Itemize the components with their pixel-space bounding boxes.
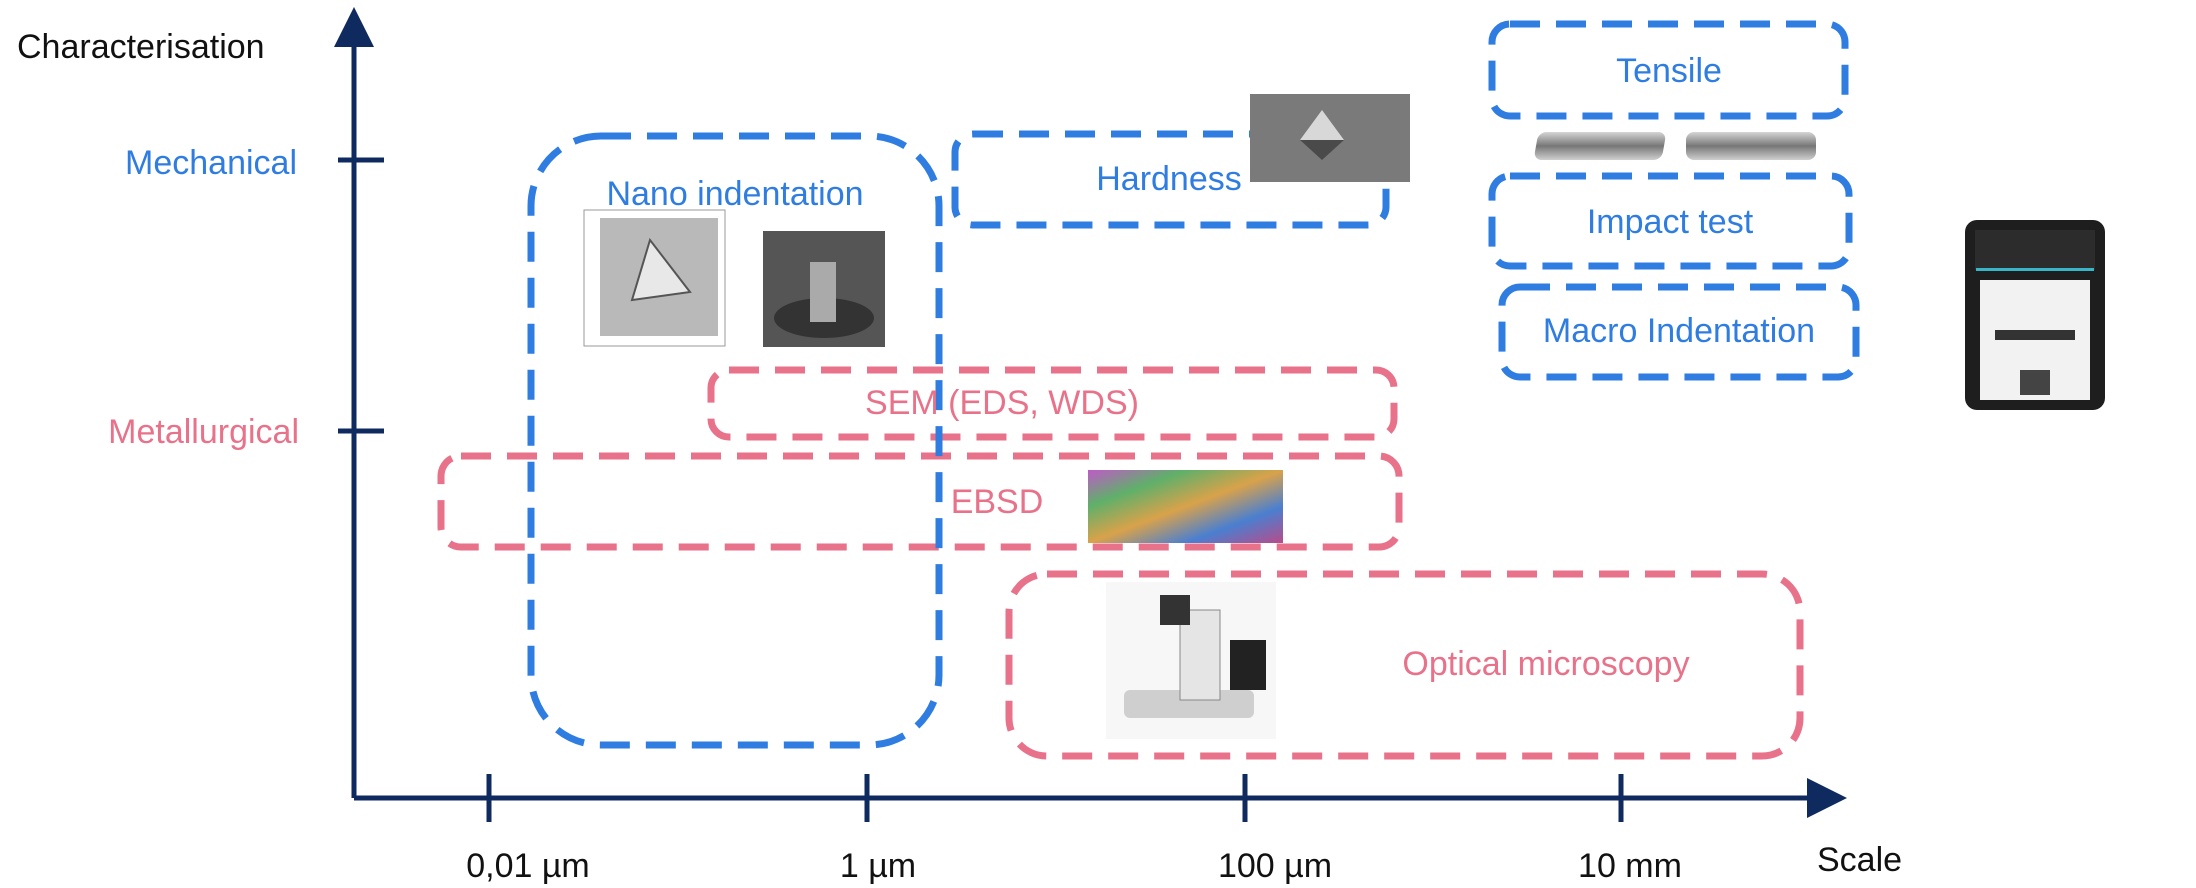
ebsd-image [1088,470,1283,543]
box-label: Impact test [1587,203,1754,241]
box-label: Hardness [1096,160,1242,198]
box-label: Macro Indentation [1543,312,1815,350]
y-axis-title: Characterisation [17,28,265,66]
test-machine-image [1965,220,2105,410]
box-label: Optical microscopy [1402,645,1689,683]
tensile-specimen-image [1534,132,1816,160]
pillar-image [763,231,885,347]
x-tick-label: 10 mm [1578,847,1682,885]
page: { "axes": { "y_title": "Characterisation… [0,0,2196,888]
y-category: Mechanical [125,144,297,182]
x-tick-label: 100 µm [1218,847,1332,885]
box-label: Tensile [1616,52,1722,90]
hardness-image [1250,94,1410,182]
x-axis-title: Scale [1817,841,1902,879]
box-label: SEM (EDS, WDS) [865,384,1139,422]
microscope-image [1106,582,1276,739]
box-label: EBSD [951,483,1044,521]
nano-indent-image [584,210,725,346]
x-tick-label: 0,01 µm [466,847,590,885]
y-category: Metallurgical [108,413,299,451]
diagram: Characterisation Scale Mechanical Metall… [0,0,2196,888]
x-tick-label: 1 µm [840,847,916,885]
box-label: Nano indentation [606,175,863,213]
